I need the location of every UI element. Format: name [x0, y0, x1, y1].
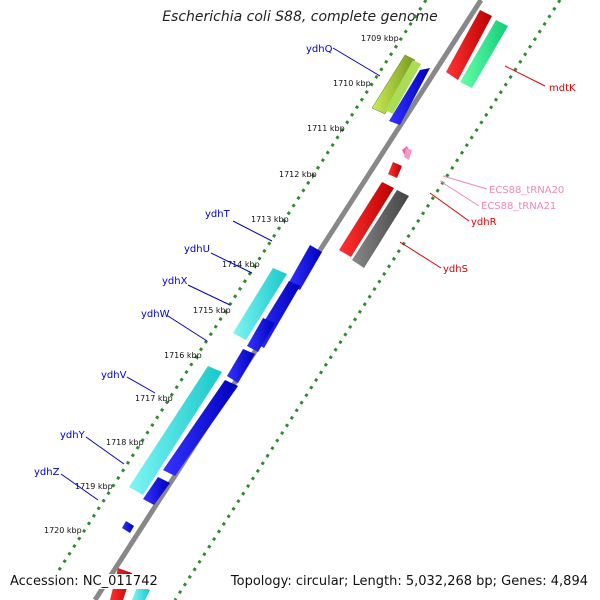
tick-track-left [48, 0, 428, 585]
tick-label: 1711 kbp [307, 124, 345, 133]
tick-labels: 1709 kbp 1710 kbp 1711 kbp 1712 kbp 1713… [44, 34, 399, 535]
gene-label-ydhS: ydhS [443, 264, 468, 275]
gene-small-arrow[interactable] [122, 521, 134, 533]
gene-ydhT[interactable] [288, 245, 322, 290]
gene-mdtK-green[interactable] [460, 20, 508, 88]
gene-ydhU[interactable] [233, 268, 287, 340]
gene-label-ydhW: ydhW [141, 309, 170, 320]
gene-ydhQ[interactable] [371, 54, 416, 115]
gene-ydhV[interactable] [129, 366, 222, 495]
gene-label-ECS88_tRNA21: ECS88_tRNA21 [481, 201, 556, 212]
gene-ydhQ-fragment[interactable] [385, 60, 421, 114]
gene-ydhW[interactable] [227, 349, 255, 383]
genome-info: Topology: circular; Length: 5,032,268 bp… [228, 574, 590, 589]
gene-label-ydhY: ydhY [60, 430, 86, 441]
tick-label: 1720 kbp [44, 526, 82, 535]
leader-lines [60, 47, 546, 501]
tick-label: 1714 kbp [222, 260, 260, 269]
gene-ydhZ[interactable] [143, 477, 170, 505]
gene-ydhX-2[interactable] [247, 318, 275, 352]
tick-label: 1712 kbp [279, 170, 317, 179]
tick-label: 1717 kbp [135, 394, 173, 403]
gene-ydhY[interactable] [163, 380, 238, 476]
gene-label-ydhR: ydhR [471, 217, 497, 228]
gene-label-mdtK: mdtK [549, 83, 576, 94]
gene-label-ydhV: ydhV [101, 370, 127, 381]
gene-ydhS[interactable] [352, 190, 409, 268]
gene-label-ydhQ: ydhQ [306, 44, 333, 55]
tick-label: 1719 kbp [75, 482, 113, 491]
tick-label: 1713 kbp [251, 215, 289, 224]
gene-label-ydhT: ydhT [205, 209, 231, 220]
tick-label: 1715 kbp [193, 306, 231, 315]
gene-label-ydhZ: ydhZ [34, 467, 60, 478]
tick-track-right [173, 0, 562, 600]
gene-label-ydhX: ydhX [162, 276, 188, 287]
gene-mdtK[interactable] [446, 10, 492, 80]
tick-label: 1718 kbp [106, 438, 144, 447]
tick-label: 1710 kbp [333, 79, 371, 88]
tick-label: 1709 kbp [361, 34, 399, 43]
gene-label-ECS88_tRNA20: ECS88_tRNA20 [489, 185, 564, 196]
tick-label: 1716 kbp [164, 351, 202, 360]
gene-ydhR-small[interactable] [388, 162, 402, 178]
gene-blue[interactable] [389, 68, 430, 125]
accession-label: Accession: NC_011742 [8, 574, 160, 589]
trna-ECS88_tRNA21[interactable] [404, 148, 412, 160]
gene-label-ydhU: ydhU [184, 244, 210, 255]
map-title: Escherichia coli S88, complete genome [162, 9, 438, 25]
gene-ydhR[interactable] [339, 182, 394, 257]
